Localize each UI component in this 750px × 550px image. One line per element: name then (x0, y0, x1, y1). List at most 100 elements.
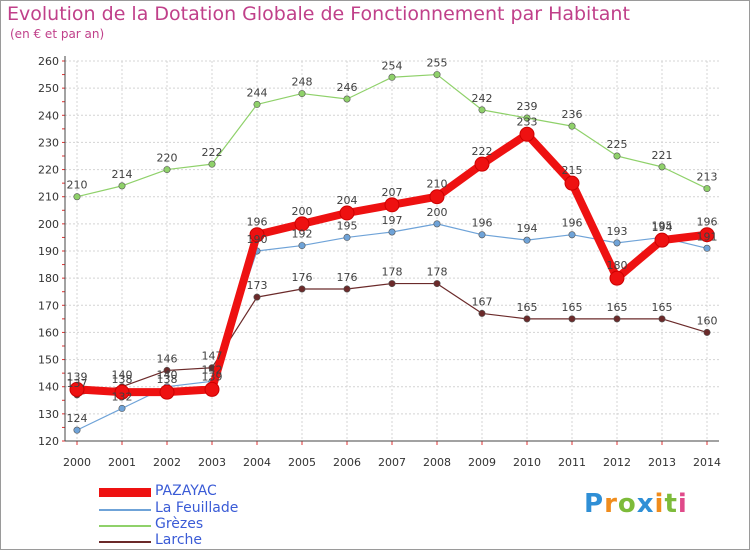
data-label-pazayac-2005: 200 (292, 205, 313, 218)
point-larche-2007 (388, 280, 396, 288)
logo-letter: i (654, 489, 665, 519)
y-tick-label-180: 180 (38, 272, 59, 285)
x-tick-label-2014: 2014 (693, 456, 721, 469)
point-gr-zes-2013 (658, 163, 666, 171)
x-tick-label-2009: 2009 (468, 456, 496, 469)
point-gr-zes-2014 (703, 185, 711, 193)
y-tick-label-220: 220 (38, 164, 59, 177)
data-label-larche-2000: 137 (67, 377, 88, 390)
point-la-feuillade-2008 (433, 220, 441, 228)
y-tick-label-150: 150 (38, 354, 59, 367)
data-label-gr-zes-2004: 244 (247, 86, 268, 99)
point-pazayac-2006 (339, 205, 355, 221)
data-label-larche-2006: 176 (337, 271, 358, 284)
y-tick-label-170: 170 (38, 299, 59, 312)
point-pazayac-2014 (699, 227, 715, 243)
y-tick-label-120: 120 (38, 435, 59, 448)
point-pazayac-2001 (114, 384, 130, 400)
data-label-gr-zes-2011: 236 (562, 108, 583, 121)
data-label-gr-zes-2012: 225 (607, 138, 628, 151)
point-larche-2008 (433, 280, 441, 288)
data-label-gr-zes-2003: 222 (202, 146, 223, 159)
data-label-gr-zes-2013: 221 (652, 149, 673, 162)
point-pazayac-2000 (69, 381, 85, 397)
data-label-la-feuillade-2014: 191 (697, 230, 718, 243)
data-label-pazayac-2004: 196 (247, 216, 268, 229)
data-label-la-feuillade-2010: 194 (517, 222, 538, 235)
data-label-pazayac-2007: 207 (382, 186, 403, 199)
legend-item-grezes: Grèzes (99, 516, 299, 534)
chart-subtitle: (en € et par an) (10, 27, 105, 41)
logo-letter: x (636, 489, 655, 519)
x-tick-label-2001: 2001 (108, 456, 136, 469)
data-label-la-feuillade-2001: 132 (112, 390, 133, 403)
legend-label-larche: Larche (155, 532, 203, 548)
point-gr-zes-2011 (568, 122, 576, 130)
point-la-feuillade-2001 (118, 404, 126, 412)
proxiti-logo: Proxiti (584, 489, 688, 519)
point-pazayac-2008 (429, 189, 445, 205)
axes: 120 130 140 150 160 170 180 190 200 210 220 230 240 2… (38, 55, 721, 469)
point-la-feuillade-2006 (343, 233, 351, 241)
x-tick-label-2008: 2008 (423, 456, 451, 469)
data-label-larche-2014: 160 (697, 314, 718, 327)
data-label-la-feuillade-2003: 142 (202, 363, 223, 376)
data-label-pazayac-2006: 204 (337, 194, 358, 207)
point-la-feuillade-2012 (613, 239, 621, 247)
data-label-pazayac-2002: 138 (157, 373, 178, 386)
legend-swatch-la-feuillade (99, 509, 151, 511)
data-label-pazayac-2010: 233 (517, 115, 538, 128)
data-label-pazayac-2008: 210 (427, 178, 448, 191)
legend-swatch-grezes (99, 525, 151, 527)
data-label-la-feuillade-2008: 200 (427, 206, 448, 219)
data-label-pazayac-2001: 138 (112, 373, 133, 386)
point-pazayac-2009 (474, 156, 490, 172)
data-label-larche-2003: 147 (202, 350, 223, 363)
data-label-pazayac-2011: 215 (562, 164, 583, 177)
point-pazayac-2003 (204, 381, 220, 397)
data-label-gr-zes-2014: 213 (697, 171, 718, 184)
legend-item-larche: Larche (99, 532, 299, 550)
legend-swatch-pazayac (99, 488, 151, 497)
point-larche-2005 (298, 285, 306, 293)
data-label-gr-zes-2001: 214 (112, 168, 133, 181)
point-la-feuillade-2009 (478, 231, 486, 239)
point-pazayac-2010 (519, 126, 535, 142)
data-label-larche-2001: 140 (112, 369, 133, 382)
point-larche-2014 (703, 328, 711, 336)
point-gr-zes-2004 (253, 100, 261, 108)
data-label-larche-2004: 173 (247, 279, 268, 292)
data-label-larche-2010: 165 (517, 301, 538, 314)
point-la-feuillade-2000 (73, 426, 81, 434)
data-label-la-feuillade-2006: 195 (337, 219, 358, 232)
data-label-la-feuillade-2013: 195 (652, 219, 673, 232)
point-la-feuillade-2005 (298, 242, 306, 250)
point-larche-2002 (163, 366, 171, 374)
legend-label-pazayac: PAZAYAC (155, 483, 217, 499)
point-larche-2010 (523, 315, 531, 323)
y-tick-label-230: 230 (38, 136, 59, 149)
logo-letter: r (604, 489, 618, 519)
x-tick-label-2005: 2005 (288, 456, 316, 469)
data-label-la-feuillade-2012: 193 (607, 225, 628, 238)
legend-label-la-feuillade: La Feuillade (155, 500, 239, 516)
y-tick-label-250: 250 (38, 82, 59, 95)
point-larche-2006 (343, 285, 351, 293)
data-label-gr-zes-2002: 220 (157, 152, 178, 165)
data-label-gr-zes-2006: 246 (337, 81, 358, 94)
data-label-pazayac-2009: 222 (472, 145, 493, 158)
data-label-gr-zes-2007: 254 (382, 59, 403, 72)
point-gr-zes-2002 (163, 166, 171, 174)
point-gr-zes-2005 (298, 90, 306, 98)
data-label-la-feuillade-2009: 196 (472, 217, 493, 230)
data-label-pazayac-2003: 139 (202, 370, 223, 383)
data-label-la-feuillade-2005: 192 (292, 228, 313, 241)
data-label-gr-zes-2009: 242 (472, 92, 493, 105)
y-tick-label-200: 200 (38, 218, 59, 231)
point-larche-2004 (253, 293, 261, 301)
x-tick-label-2012: 2012 (603, 456, 631, 469)
x-tick-label-2000: 2000 (63, 456, 91, 469)
data-label-la-feuillade-2000: 124 (67, 412, 88, 425)
x-tick-label-2003: 2003 (198, 456, 226, 469)
